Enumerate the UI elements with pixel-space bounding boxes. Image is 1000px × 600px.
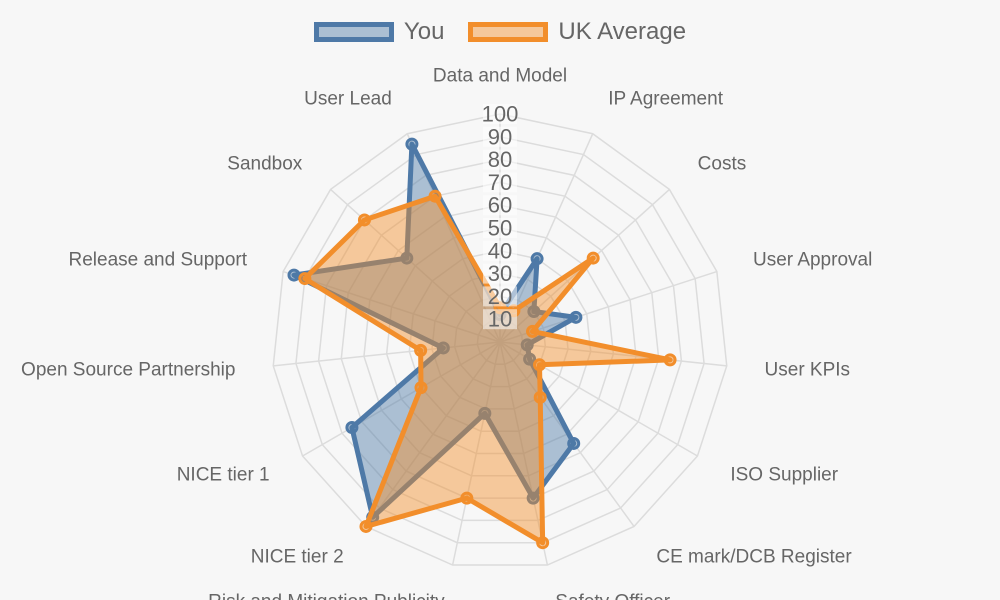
- tick-backdrop: [483, 149, 517, 170]
- series-1-point[interactable]: [414, 343, 428, 357]
- tick-label: 80: [488, 147, 512, 172]
- series-1-point[interactable]: [663, 353, 677, 367]
- legend-swatch-uk-average: [468, 22, 549, 42]
- legend-item-uk-average[interactable]: UK Average: [468, 18, 686, 46]
- axis-label: ISO Supplier: [730, 465, 838, 486]
- grid-ring-20: [453, 295, 547, 388]
- series-1-point[interactable]: [532, 358, 546, 372]
- series-0-point[interactable]: [520, 338, 534, 352]
- grid-spoke: [499, 341, 727, 367]
- tick-label: 50: [488, 216, 512, 241]
- legend-swatch-you: [313, 22, 394, 42]
- tick-label: 70: [488, 170, 512, 195]
- grid-spoke: [499, 341, 549, 566]
- series-0-point[interactable]: [526, 491, 540, 505]
- grid-ring-40: [408, 250, 592, 432]
- grid-ring-60: [363, 204, 637, 477]
- grid-ring-90: [295, 136, 705, 544]
- series-0-point[interactable]: [400, 251, 414, 265]
- series-1-point[interactable]: [428, 189, 442, 203]
- tick-label: 100: [482, 102, 519, 127]
- series-0-point[interactable]: [527, 304, 541, 318]
- series-0-point[interactable]: [530, 252, 544, 266]
- series-1-point[interactable]: [526, 324, 540, 338]
- tick-backdrop: [483, 172, 517, 193]
- legend-label-uk-average: UK Average: [558, 18, 687, 45]
- axis-label: Sandbox: [227, 154, 303, 175]
- tick-backdrop: [483, 263, 517, 284]
- series-1-point[interactable]: [414, 381, 428, 395]
- grid-spoke: [302, 341, 501, 457]
- grid-spoke: [365, 341, 501, 527]
- axis-label: User Lead: [304, 88, 392, 109]
- tick-backdrop: [483, 286, 517, 307]
- series-0-point[interactable]: [478, 406, 492, 420]
- series-1-point[interactable]: [359, 519, 373, 533]
- grid-spoke: [330, 188, 501, 343]
- axis-label: Open Source Partnership: [21, 359, 235, 380]
- tick-backdrop: [483, 126, 517, 147]
- grid-spoke: [451, 341, 501, 566]
- axis-label: Release and Support: [69, 249, 248, 270]
- tick-label: 20: [488, 284, 512, 309]
- series-area-0: [291, 141, 579, 520]
- axis-label: Data and Model: [433, 66, 567, 87]
- axis-label: Risk and Mitigation Publicity: [208, 592, 445, 600]
- series-0-point[interactable]: [345, 421, 359, 434]
- legend: You UK Average: [0, 14, 1000, 50]
- axis-label: NICE tier 1: [177, 465, 270, 486]
- axis-label: NICE tier 2: [251, 547, 344, 568]
- axis-label: User KPIs: [765, 359, 851, 380]
- tick-backdrop: [483, 195, 517, 216]
- series-1-point[interactable]: [536, 536, 550, 550]
- radar-series: [287, 137, 677, 550]
- tick-label: 60: [488, 193, 512, 218]
- axis-label: IP Agreement: [608, 88, 724, 109]
- axis-label: Safety Officer: [555, 592, 670, 600]
- series-0-point[interactable]: [287, 268, 301, 282]
- tick-label: 10: [488, 307, 512, 332]
- axis-label: Costs: [698, 154, 747, 175]
- tick-label: 90: [488, 124, 512, 149]
- grid-ring-100: [272, 113, 728, 566]
- tick-backdrop: [483, 309, 517, 330]
- grid-ring-10: [476, 318, 524, 366]
- series-1-point[interactable]: [298, 272, 312, 286]
- tick-backdrop: [483, 240, 517, 261]
- series-0-point[interactable]: [436, 341, 450, 355]
- series-1-point[interactable]: [533, 390, 547, 404]
- radar-axis-labels: Data and Model IP Agreement Costs User Appr…: [21, 66, 872, 600]
- series-0-point[interactable]: [523, 352, 537, 366]
- grid-ring-50: [385, 227, 615, 455]
- series-1-point[interactable]: [357, 213, 371, 227]
- legend-item-you[interactable]: You: [313, 18, 445, 46]
- series-0-point[interactable]: [405, 137, 419, 151]
- tick-backdrop: [483, 218, 517, 238]
- axis-label: CE mark/DCB Register: [656, 547, 852, 568]
- tick-backdrop: [483, 104, 517, 124]
- grid-spoke: [282, 270, 501, 343]
- series-0-point[interactable]: [567, 436, 581, 450]
- series-0-point[interactable]: [569, 310, 583, 324]
- series-1-point[interactable]: [460, 491, 474, 505]
- legend-label-you: You: [403, 18, 445, 45]
- axis-label: User Approval: [753, 249, 872, 270]
- grid-spoke: [273, 341, 501, 367]
- tick-label: 30: [488, 261, 512, 286]
- series-area-1: [302, 193, 673, 546]
- series-1-point[interactable]: [586, 251, 600, 265]
- grid-ring-30: [431, 272, 569, 410]
- tick-label: 40: [488, 238, 512, 263]
